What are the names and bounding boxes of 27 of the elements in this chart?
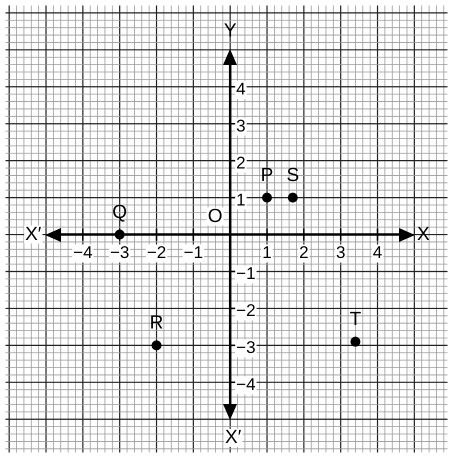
x-tick-label: 2 (299, 243, 309, 262)
annotation: T (350, 308, 362, 330)
y-tick-label: 2 (236, 153, 246, 172)
y-tick-label: 4 (236, 79, 246, 98)
y-tick-label: −2 (236, 301, 256, 320)
annotation: O (208, 206, 223, 227)
annotation: S (286, 164, 300, 186)
annotation: X′ (25, 224, 42, 245)
y-tick-label: 3 (236, 116, 246, 136)
x-tick-label: 3 (336, 243, 346, 262)
x-tick-label: −3 (110, 243, 130, 262)
x-tick-label: 4 (372, 243, 382, 262)
x-tick-label: −1 (184, 243, 204, 262)
point (152, 340, 162, 350)
y-axis-title: Y (224, 20, 237, 42)
annotation: P (260, 164, 274, 186)
x-tick-label: −4 (73, 243, 93, 262)
annotation: X′ (225, 427, 242, 448)
y-tick-label: −3 (236, 338, 256, 358)
y-tick-label: −1 (236, 264, 256, 284)
point (350, 336, 360, 347)
y-tick-label: −4 (236, 374, 256, 394)
x-tick-label: 1 (262, 243, 272, 262)
x-tick-label: −2 (146, 243, 166, 262)
point (262, 192, 272, 203)
y-tick-label: 1 (236, 190, 246, 210)
point (288, 192, 298, 203)
